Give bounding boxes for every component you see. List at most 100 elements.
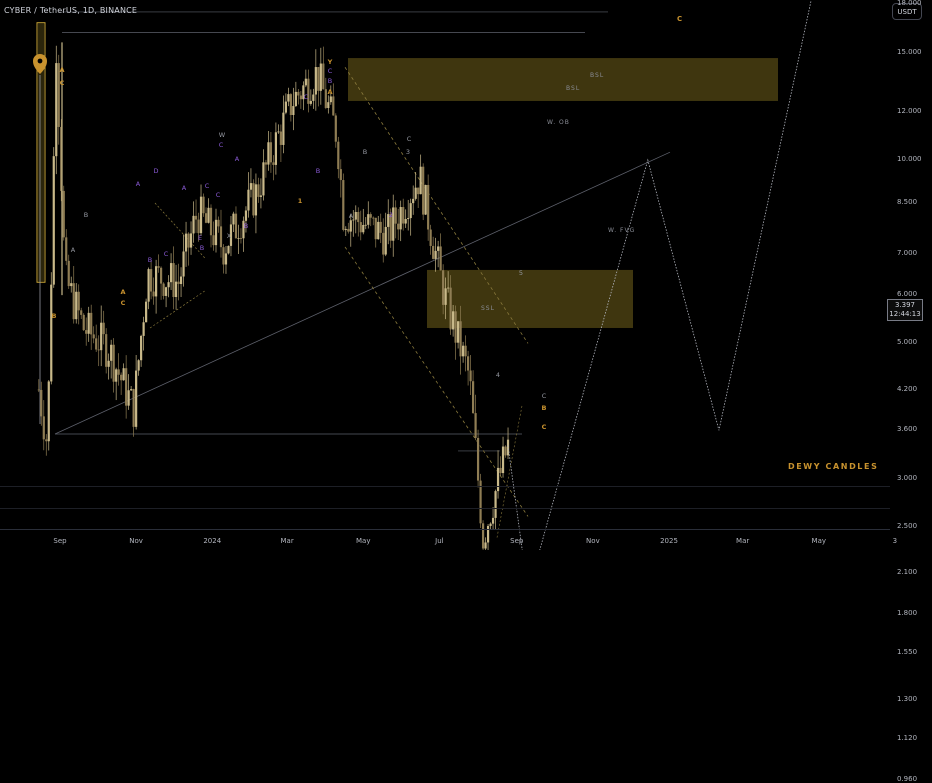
candle-body	[197, 219, 200, 234]
price-tick: 7.000	[897, 249, 918, 258]
candle-body	[222, 247, 225, 265]
candle-body	[127, 390, 130, 406]
wave-label: C	[219, 141, 224, 149]
wave-label: B	[84, 211, 88, 219]
candle-body	[459, 321, 462, 357]
candle-body	[494, 491, 497, 518]
candle-body	[107, 360, 110, 367]
wave-label: C	[205, 182, 210, 190]
candle-body	[217, 219, 220, 227]
candle-body	[274, 132, 278, 165]
time-tick: 3	[892, 537, 898, 545]
candle-body	[506, 439, 510, 456]
wave-label: B	[542, 404, 547, 412]
currency-button[interactable]: USDT	[892, 3, 922, 20]
candle-body	[264, 162, 268, 165]
candle-body	[297, 91, 300, 96]
time-tick: May	[356, 537, 371, 545]
candle-body	[464, 345, 467, 357]
candle-body	[247, 189, 250, 211]
candle-body	[476, 437, 480, 481]
candle-body	[82, 314, 85, 331]
candle-body	[504, 446, 507, 456]
candle-body	[57, 63, 60, 127]
candle-body	[55, 63, 58, 157]
time-tick: May	[811, 537, 827, 545]
candle-body	[284, 101, 287, 113]
zone-w-ob	[348, 58, 778, 101]
wave-label: C	[216, 191, 221, 199]
candle-body	[130, 389, 133, 391]
candle-body	[417, 187, 420, 195]
candle-body	[67, 260, 70, 287]
candle-body	[42, 416, 45, 440]
candle-body	[232, 213, 235, 225]
wave-label: W	[219, 131, 226, 139]
candle-body	[334, 115, 337, 142]
time-tick: 2025	[660, 537, 678, 545]
time-tick: Nov	[129, 537, 143, 545]
candle-body	[159, 267, 163, 284]
candle-body	[414, 187, 417, 199]
candle-body	[449, 287, 452, 330]
candle-body	[367, 214, 370, 225]
wave-label: C	[60, 79, 65, 87]
candle-body	[304, 78, 307, 86]
wave-label: A	[327, 88, 332, 96]
candle-body	[349, 220, 352, 232]
candle-body	[50, 284, 53, 382]
projection-path	[507, 0, 812, 550]
candle-body	[364, 224, 367, 226]
candle-body	[292, 106, 295, 116]
candle-body	[194, 215, 198, 220]
candle-body	[140, 335, 143, 361]
wave-label: A	[71, 246, 76, 254]
wave-label: A	[136, 180, 141, 188]
candle-body	[85, 330, 88, 334]
candle-body	[142, 322, 145, 336]
bar-countdown: 12:44:13	[889, 310, 921, 318]
candle-body	[207, 207, 210, 223]
wave-label: C	[542, 392, 547, 400]
candle-body	[389, 214, 392, 241]
candle-body	[135, 370, 138, 427]
candle-body	[224, 253, 228, 265]
candle-body	[112, 344, 115, 382]
candle-body	[70, 283, 73, 287]
candle-body	[344, 228, 347, 230]
candle-body	[169, 263, 173, 283]
candle-body	[382, 232, 385, 255]
time-tick: Mar	[280, 537, 294, 545]
zone-label-bsl-lower: BSL	[566, 85, 581, 92]
candle-body	[429, 229, 432, 246]
range-box	[36, 22, 46, 283]
candle-body	[484, 542, 487, 549]
candle-body	[179, 276, 183, 285]
candle-body	[145, 301, 148, 323]
candle-body	[481, 523, 485, 549]
candle-body	[174, 281, 178, 298]
wave-label: 2	[389, 211, 393, 219]
candle-body	[257, 184, 260, 197]
price-tick: 2.100	[897, 567, 918, 576]
time-tick: Nov	[586, 537, 600, 545]
candle-body	[422, 166, 425, 215]
candle-body	[157, 266, 160, 268]
wave-label: C	[542, 423, 547, 431]
panel-divider	[0, 508, 890, 509]
wave-label: C	[407, 135, 412, 143]
symbol-title[interactable]: CYBER / TetherUS, 1D, BINANCE	[4, 6, 138, 15]
candle-body	[307, 78, 310, 104]
candle-body	[47, 381, 50, 442]
candle-body	[252, 183, 255, 216]
candle-body	[244, 210, 248, 221]
candle-body	[479, 480, 482, 524]
candle-body	[92, 334, 95, 339]
price-tick: 5.000	[897, 338, 918, 347]
candle-body	[372, 217, 375, 219]
candle-body	[277, 131, 280, 133]
candle-body	[437, 246, 440, 251]
candle-body	[249, 183, 253, 190]
